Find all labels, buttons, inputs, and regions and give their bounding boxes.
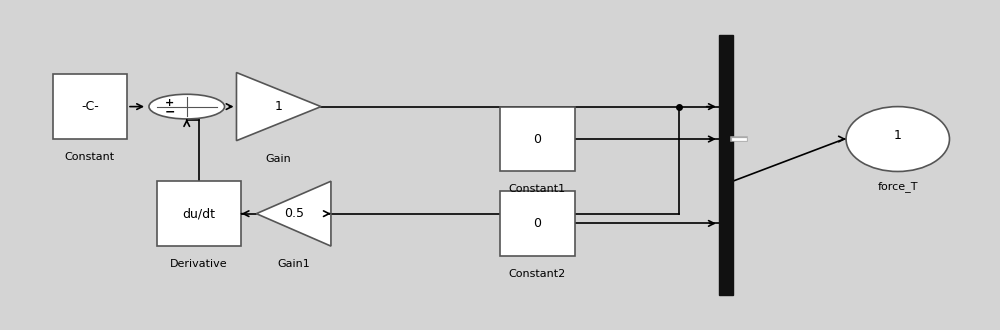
Text: 0: 0 xyxy=(533,217,541,230)
Text: Constant2: Constant2 xyxy=(509,269,566,279)
Text: 0: 0 xyxy=(533,133,541,146)
Text: du/dt: du/dt xyxy=(183,207,216,220)
Text: Derivative: Derivative xyxy=(170,259,228,269)
Text: +: + xyxy=(165,98,174,108)
Text: 1: 1 xyxy=(275,100,283,113)
Ellipse shape xyxy=(846,107,949,172)
FancyBboxPatch shape xyxy=(500,107,575,172)
Text: −: − xyxy=(164,105,175,118)
Circle shape xyxy=(149,94,225,119)
FancyBboxPatch shape xyxy=(53,74,127,139)
Text: -C-: -C- xyxy=(81,100,99,113)
Polygon shape xyxy=(256,181,331,246)
FancyBboxPatch shape xyxy=(500,191,575,256)
Text: Constant1: Constant1 xyxy=(509,184,566,194)
FancyBboxPatch shape xyxy=(719,35,733,295)
FancyBboxPatch shape xyxy=(157,181,241,246)
Text: Constant: Constant xyxy=(65,152,115,162)
Text: force_T: force_T xyxy=(878,181,918,192)
Text: 1: 1 xyxy=(894,129,902,142)
Polygon shape xyxy=(236,73,321,141)
Text: 0.5: 0.5 xyxy=(284,207,304,220)
Text: Gain1: Gain1 xyxy=(277,259,310,269)
Text: Gain: Gain xyxy=(266,154,292,164)
